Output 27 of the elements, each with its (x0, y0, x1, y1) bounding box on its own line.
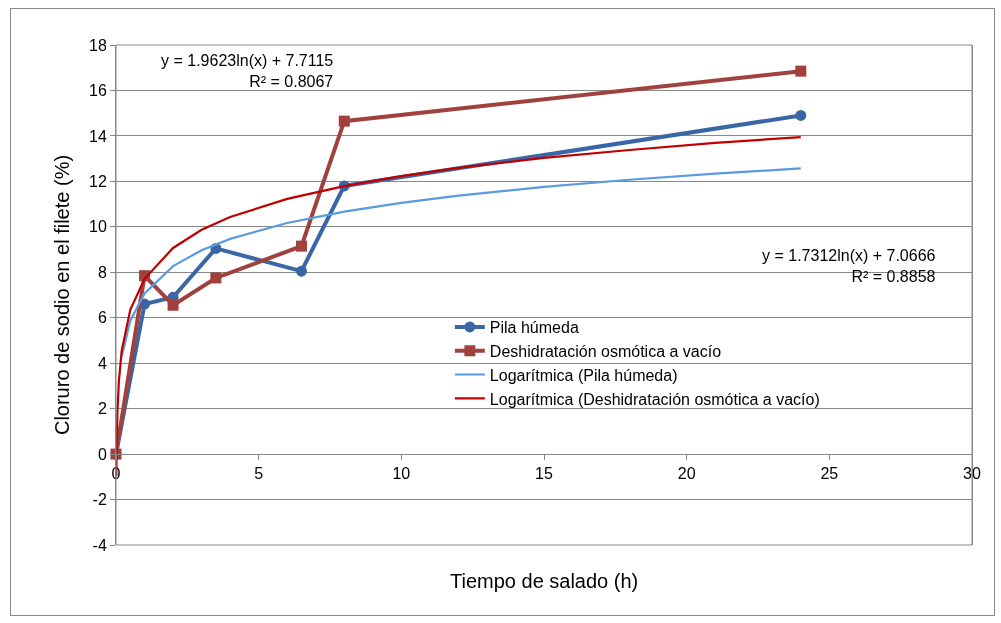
y-tick-label: 0 (97, 445, 107, 463)
annotation: y = 1.9623ln(x) + 7.7115 R² = 0.8067 (161, 52, 334, 90)
y-tick-label: 6 (97, 309, 107, 327)
x-tick-label: 25 (820, 465, 839, 483)
y-tick-label: 18 (89, 36, 107, 54)
legend-label: Deshidratación osmótica a vacío (489, 342, 722, 360)
x-tick-label: 20 (677, 465, 696, 483)
x-tick-label: 5 (254, 465, 264, 483)
legend-label: Logarítmica (Pila húmeda) (489, 366, 678, 384)
y-tick-label: 14 (89, 127, 107, 145)
y-tick-label: 8 (97, 263, 107, 281)
x-tick-label: 10 (392, 465, 411, 483)
x-tick-label: 15 (535, 465, 553, 483)
y-axis-title: Cloruro de sodio en el filete (%) (50, 154, 73, 436)
y-tick-label: 16 (89, 82, 107, 100)
y-tick-label: 12 (89, 172, 107, 190)
legend-label: Pila húmeda (489, 319, 579, 337)
x-axis-title: Tiempo de salado (h) (450, 570, 639, 592)
legend-label: Logarítmica (Deshidratación osmótica a vacío) (489, 390, 820, 408)
y-tick-label: -2 (92, 491, 107, 509)
y-tick-label: -4 (92, 536, 107, 554)
x-tick-label: 30 (963, 465, 981, 483)
y-tick-label: 2 (97, 400, 107, 418)
y-tick-label: 10 (89, 218, 107, 236)
y-tick-label: 4 (97, 354, 107, 372)
x-tick-label: 0 (111, 465, 121, 483)
annotation: y = 1.7312ln(x) + 7.0666 R² = 0.8858 (762, 247, 936, 285)
